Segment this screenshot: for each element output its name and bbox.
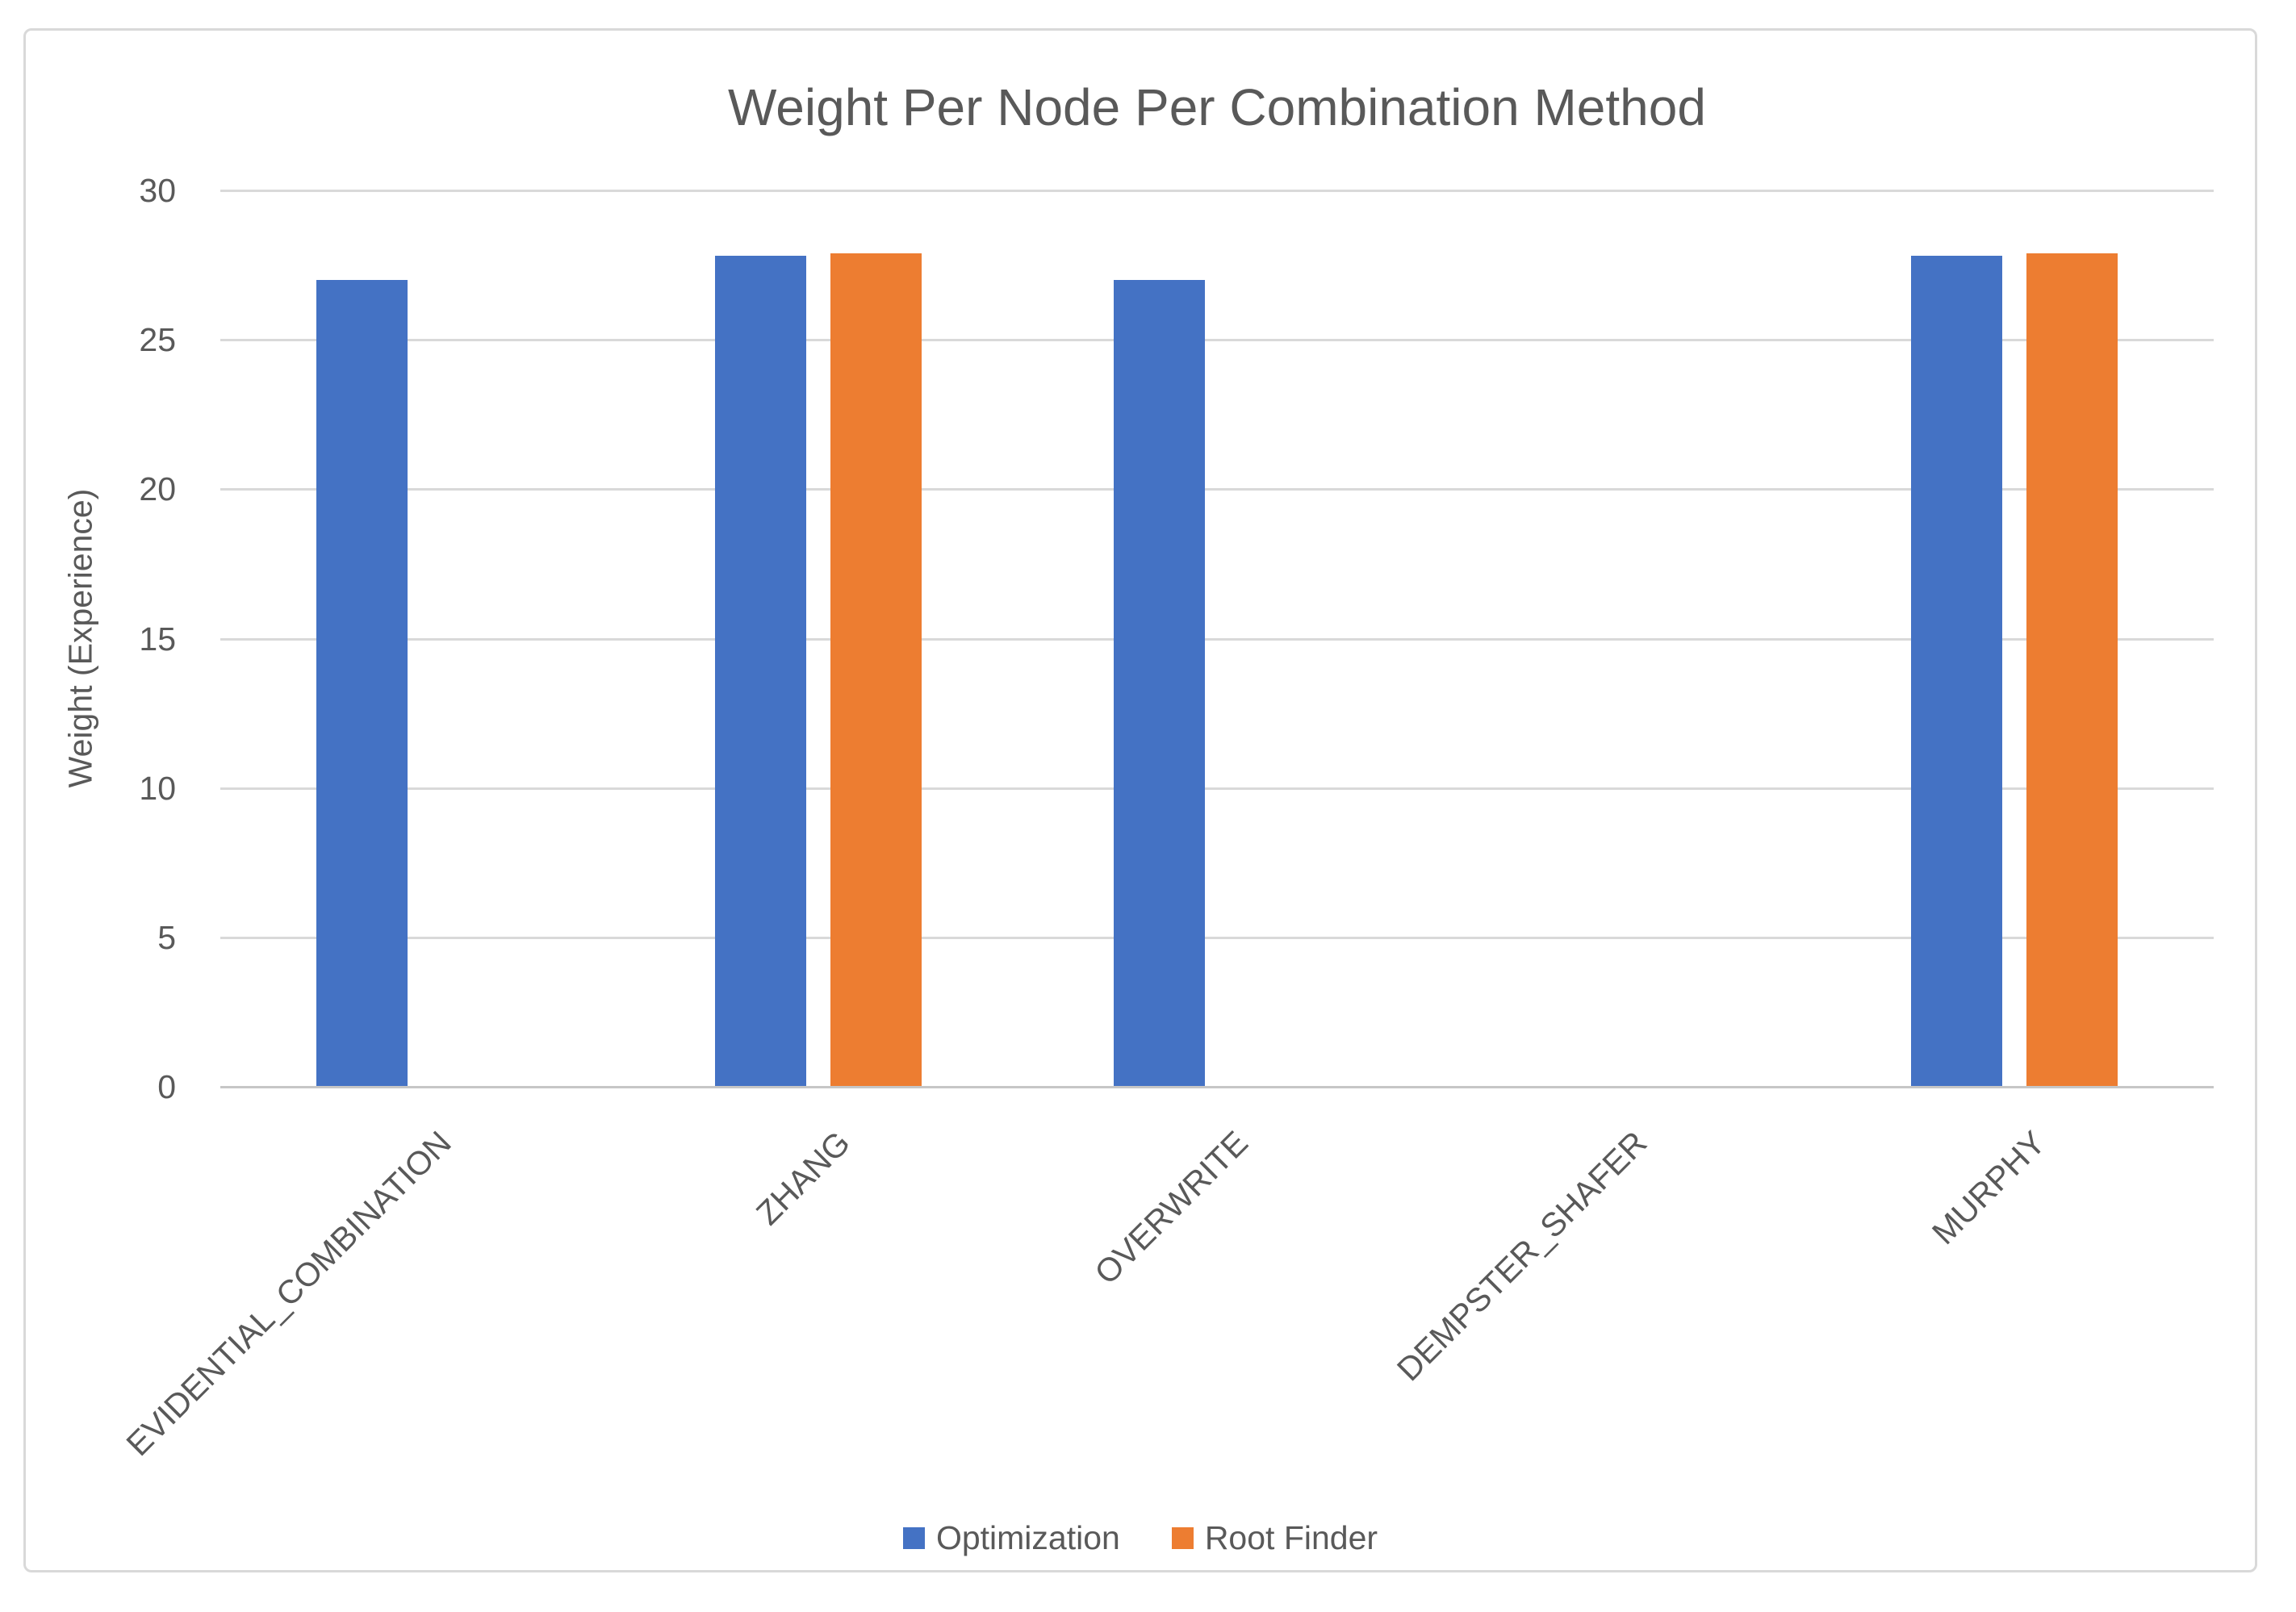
legend-label-root-finder: Root Finder bbox=[1204, 1519, 1378, 1556]
bar-optimization-evidential_combination bbox=[316, 280, 408, 1086]
category-label-evidential_combination: EVIDENTIAL_COMBINATION bbox=[119, 1124, 458, 1464]
legend: Optimization Root Finder bbox=[26, 1519, 2255, 1557]
gridline-25 bbox=[220, 339, 2214, 342]
category-label-murphy: MURPHY bbox=[1925, 1124, 2053, 1252]
plot-area: 0 5 10 15 20 25 30 EVIDENTIAL_COMBINATION ZHANG O… bbox=[119, 172, 2214, 1463]
y-tick-label-0: 0 bbox=[157, 1068, 176, 1105]
x-axis-line bbox=[220, 1086, 2214, 1088]
bar-root-finder-zhang bbox=[830, 253, 922, 1086]
category-label-dempster_shafer: DEMPSTER_SHAFER bbox=[1390, 1124, 1654, 1389]
gridline-20 bbox=[220, 488, 2214, 491]
category-label-overwrite: OVERWRITE bbox=[1087, 1124, 1256, 1292]
legend-item-root-finder: Root Finder bbox=[1171, 1519, 1378, 1557]
chart-frame: Weight Per Node Per Combination Method W… bbox=[23, 28, 2257, 1572]
category-label-zhang: ZHANG bbox=[748, 1124, 857, 1232]
chart-title: Weight Per Node Per Combination Method bbox=[728, 78, 1706, 136]
y-tick-label-10: 10 bbox=[139, 769, 176, 807]
legend-item-optimization: Optimization bbox=[902, 1519, 1120, 1557]
y-tick-label-25: 25 bbox=[139, 321, 176, 359]
y-tick-label-20: 20 bbox=[139, 470, 176, 508]
y-tick-label-15: 15 bbox=[139, 620, 176, 658]
legend-swatch-root-finder-icon bbox=[1171, 1527, 1194, 1549]
bar-optimization-zhang bbox=[715, 256, 806, 1086]
y-tick-label-5: 5 bbox=[157, 918, 176, 956]
gridline-30 bbox=[220, 190, 2214, 192]
y-tick-label-30: 30 bbox=[139, 172, 176, 209]
legend-swatch-optimization-icon bbox=[902, 1527, 925, 1549]
gridline-15 bbox=[220, 637, 2214, 641]
bar-root-finder-murphy bbox=[2026, 253, 2118, 1086]
bar-optimization-murphy bbox=[1911, 256, 2002, 1086]
gridline-5 bbox=[220, 936, 2214, 939]
bar-optimization-overwrite bbox=[1114, 280, 1205, 1086]
legend-label-optimization: Optimization bbox=[935, 1519, 1120, 1556]
gridline-10 bbox=[220, 787, 2214, 790]
